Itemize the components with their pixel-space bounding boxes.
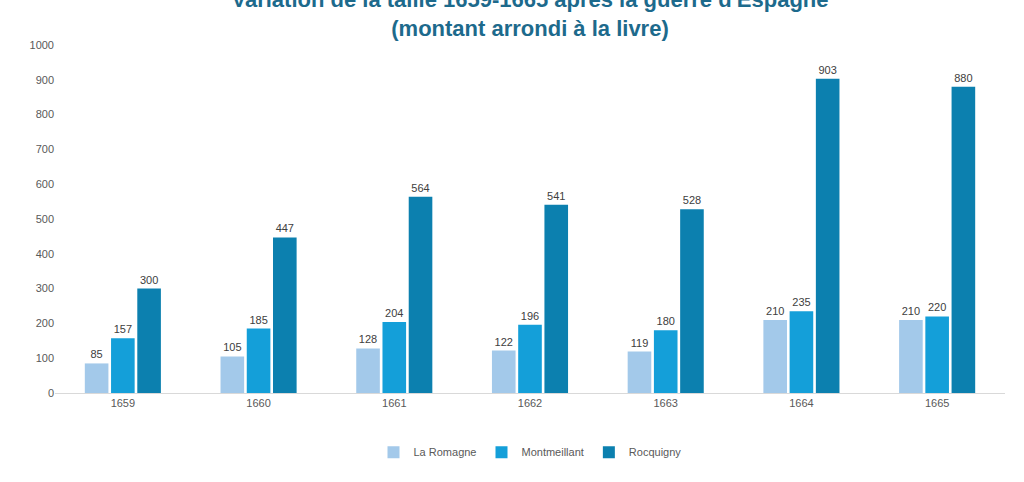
- svg-text:200: 200: [36, 317, 54, 329]
- svg-text:1664: 1664: [789, 397, 813, 409]
- svg-text:447: 447: [276, 222, 294, 234]
- svg-text:1000: 1000: [30, 39, 54, 51]
- svg-text:180: 180: [657, 315, 675, 327]
- svg-text:Montmeillant: Montmeillant: [522, 446, 584, 458]
- svg-text:1660: 1660: [246, 397, 270, 409]
- svg-text:105: 105: [223, 341, 241, 353]
- svg-text:119: 119: [631, 337, 649, 349]
- svg-text:903: 903: [818, 64, 836, 76]
- svg-text:1665: 1665: [925, 397, 949, 409]
- svg-text:210: 210: [902, 305, 920, 317]
- svg-text:128: 128: [359, 333, 377, 345]
- svg-text:541: 541: [547, 190, 565, 202]
- svg-text:800: 800: [36, 108, 54, 120]
- svg-text:600: 600: [36, 178, 54, 190]
- svg-text:85: 85: [90, 348, 102, 360]
- svg-text:564: 564: [411, 182, 429, 194]
- svg-text:400: 400: [36, 248, 54, 260]
- svg-text:196: 196: [521, 310, 539, 322]
- svg-text:700: 700: [36, 143, 54, 155]
- svg-text:0: 0: [48, 387, 54, 399]
- svg-text:528: 528: [683, 194, 701, 206]
- svg-text:100: 100: [36, 352, 54, 364]
- svg-text:Rocquigny: Rocquigny: [629, 446, 681, 458]
- svg-text:185: 185: [249, 314, 267, 326]
- svg-text:157: 157: [114, 323, 132, 335]
- svg-text:300: 300: [36, 282, 54, 294]
- svg-text:900: 900: [36, 74, 54, 86]
- svg-text:1659: 1659: [111, 397, 135, 409]
- svg-text:122: 122: [495, 336, 513, 348]
- svg-text:500: 500: [36, 213, 54, 225]
- svg-text:Variation de la taille 1659-16: Variation de la taille 1659-1665 après l…: [231, 0, 828, 41]
- svg-text:880: 880: [954, 72, 972, 84]
- svg-text:210: 210: [766, 305, 784, 317]
- svg-text:La Romagne: La Romagne: [414, 446, 477, 458]
- svg-text:204: 204: [385, 307, 403, 319]
- svg-text:1661: 1661: [382, 397, 406, 409]
- svg-text:1663: 1663: [653, 397, 677, 409]
- svg-text:300: 300: [140, 274, 158, 286]
- svg-text:235: 235: [792, 296, 810, 308]
- svg-text:220: 220: [928, 301, 946, 313]
- svg-text:1662: 1662: [518, 397, 542, 409]
